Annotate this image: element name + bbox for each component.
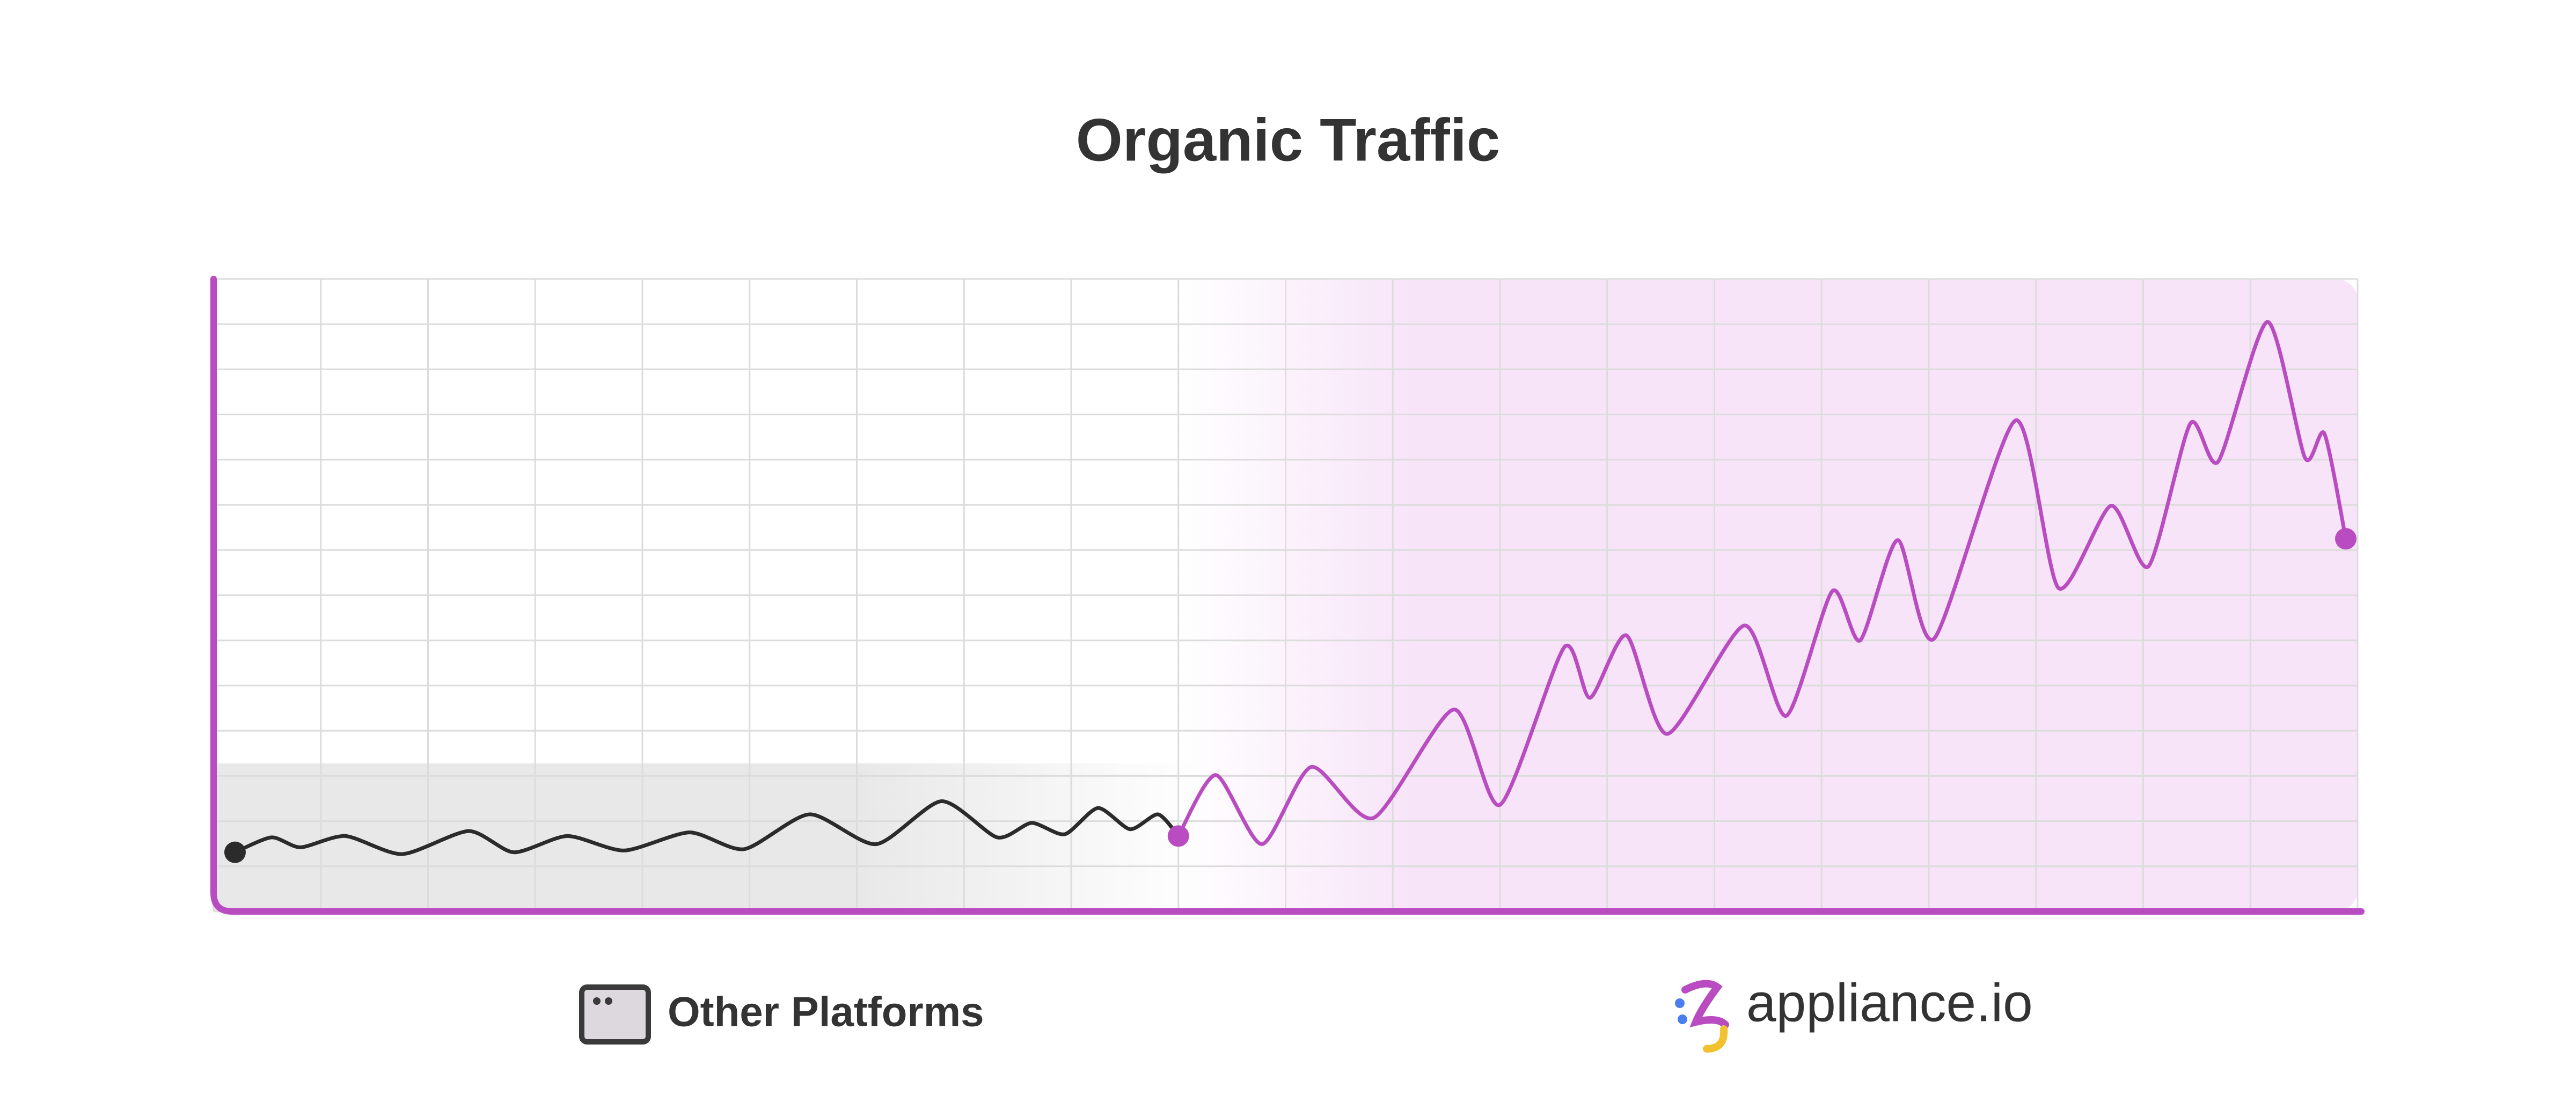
endpoint-marker (2335, 528, 2357, 550)
chart-title: Organic Traffic (1076, 107, 1500, 174)
legend-label: Other Platforms (668, 988, 984, 1035)
legend-icon-dot (605, 997, 612, 1005)
axes (210, 276, 2365, 915)
legend-icon (579, 984, 651, 1045)
series-line (1176, 320, 2348, 847)
legend-icon-dot (593, 997, 601, 1005)
grid (213, 278, 2359, 913)
logo-icon (1675, 980, 1729, 1053)
lines (224, 320, 2357, 863)
endpoint-marker (224, 841, 246, 863)
legend: Other Platforms appliance.io (579, 973, 2033, 1053)
endpoint-marker (1167, 825, 1189, 847)
series-line (233, 799, 1181, 856)
legend-label: appliance.io (1746, 973, 2033, 1033)
